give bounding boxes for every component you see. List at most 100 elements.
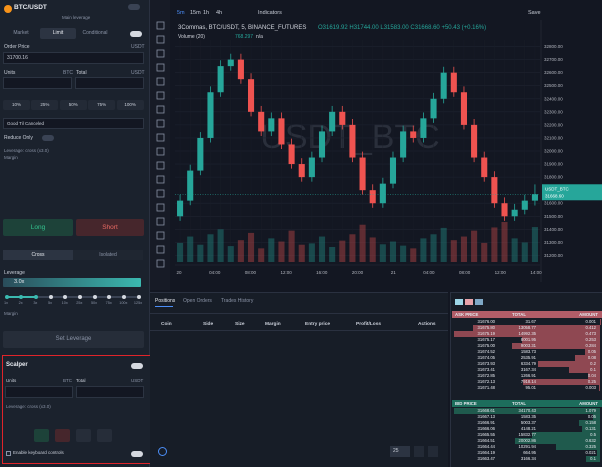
drawing-tool-icon[interactable] (156, 147, 165, 156)
order-type-tab[interactable]: Limit (40, 28, 76, 39)
settings-toggle[interactable] (128, 4, 140, 10)
book-amount: 0.08 (587, 355, 596, 360)
drawing-tool-icon[interactable] (156, 49, 165, 58)
leverage-value-bar[interactable]: 3.0x (3, 278, 141, 287)
timeframe-button[interactable]: 15m (190, 10, 201, 16)
book-price[interactable]: 31673.41 (477, 367, 495, 372)
book-price[interactable]: 31674.05 (477, 355, 495, 360)
scalper-toggle[interactable] (131, 363, 143, 369)
leverage-stop[interactable] (33, 295, 38, 299)
book-price[interactable]: 31675.19 (477, 331, 495, 336)
book-price[interactable]: 31664.19 (477, 450, 495, 455)
leverage-stop[interactable] (48, 295, 53, 299)
timeframe-button[interactable]: 5m (177, 10, 185, 16)
units-input[interactable] (3, 77, 72, 89)
positions-tab[interactable]: Open Orders (183, 298, 212, 304)
leverage-stop[interactable] (92, 295, 97, 299)
set-leverage-button[interactable]: Set Leverage (3, 331, 144, 348)
drawing-tool-icon[interactable] (156, 217, 165, 226)
scalper-action-button[interactable] (55, 429, 70, 442)
keyboard-checkbox[interactable] (6, 451, 11, 456)
positions-tab[interactable]: Trades History (221, 298, 254, 304)
scalper-units-input[interactable] (5, 386, 73, 398)
book-price[interactable]: 31664.51 (477, 438, 495, 443)
positions-tab[interactable]: Positions (155, 298, 176, 304)
margin-mode-tab[interactable]: Cross (3, 250, 73, 260)
percent-button[interactable]: 100% (116, 100, 144, 110)
book-price[interactable]: 31666.06 (477, 426, 495, 431)
book-view-icon[interactable] (475, 299, 483, 305)
percent-button[interactable]: 25% (31, 100, 59, 110)
margin-mode-tab[interactable]: Isolated (73, 250, 143, 260)
page-size-select[interactable]: 25 (390, 446, 410, 457)
leverage-stop[interactable] (121, 295, 126, 299)
drawing-tool-icon[interactable] (156, 231, 165, 240)
page-next[interactable] (428, 446, 438, 457)
order-type-tab[interactable]: Conditional (82, 30, 108, 36)
indicators-button[interactable]: Indicators (258, 10, 282, 16)
book-view-icon[interactable] (465, 299, 473, 305)
time-axis-label: 08:00 (245, 270, 257, 275)
long-button[interactable]: Long (3, 219, 73, 236)
drawing-tool-icon[interactable] (156, 161, 165, 170)
order-price-input[interactable]: 31700.16 (3, 52, 144, 64)
leverage-stop[interactable] (107, 295, 112, 299)
timeframe-button[interactable]: 4h (216, 10, 222, 16)
timeframe-button[interactable]: 1h (203, 10, 209, 16)
time-in-force-select[interactable]: Good Til Canceled (3, 118, 144, 129)
short-button[interactable]: Short (76, 219, 144, 236)
save-button[interactable]: Save (528, 10, 541, 16)
book-price[interactable]: 31664.44 (477, 444, 495, 449)
order-type-tab[interactable]: Market (13, 30, 29, 36)
page-prev[interactable] (414, 446, 424, 457)
order-toggle[interactable] (130, 31, 142, 37)
book-price[interactable]: 31675.80 (477, 325, 495, 330)
leverage-stop[interactable] (77, 295, 82, 299)
drawing-tool-icon[interactable] (156, 203, 165, 212)
drawing-tool-icon[interactable] (156, 35, 165, 44)
leverage-stop[interactable] (136, 295, 141, 299)
keyboard-toggle[interactable] (131, 451, 143, 457)
scalper-action-button[interactable] (34, 429, 49, 442)
book-price[interactable]: 31676.00 (477, 319, 495, 324)
drawing-tool-icon[interactable] (156, 105, 165, 114)
total-input[interactable] (75, 77, 144, 89)
book-price[interactable]: 31674.52 (477, 349, 495, 354)
refresh-button[interactable] (158, 447, 167, 456)
order-price-unit: USDT (131, 44, 145, 50)
percent-button[interactable]: 50% (59, 100, 87, 110)
book-price[interactable]: 31672.13 (477, 379, 495, 384)
book-price[interactable]: 31667.13 (477, 414, 495, 419)
scalper-action-button[interactable] (97, 429, 112, 442)
reduce-only-toggle[interactable] (42, 135, 54, 141)
drawing-tool-icon[interactable] (156, 245, 165, 254)
book-price[interactable]: 31663.47 (477, 456, 495, 461)
drawing-tool-icon[interactable] (156, 21, 165, 30)
leverage-tick-label: 125x (133, 301, 143, 305)
book-price[interactable]: 31675.00 (477, 343, 495, 348)
scalper-total-input[interactable] (76, 386, 144, 398)
book-price[interactable]: 31675.17 (477, 337, 495, 342)
drawing-tool-icon[interactable] (156, 189, 165, 198)
drawing-tool-icon[interactable] (156, 77, 165, 86)
drawing-tool-icon[interactable] (156, 259, 165, 268)
volume-value: 768.297 (235, 34, 253, 40)
drawing-tool-icon[interactable] (156, 175, 165, 184)
drawing-tool-icon[interactable] (156, 119, 165, 128)
leverage-stop[interactable] (19, 295, 24, 299)
percent-button[interactable]: 75% (88, 100, 116, 110)
scalper-action-button[interactable] (76, 429, 91, 442)
drawing-tool-icon[interactable] (156, 133, 165, 142)
book-price[interactable]: 31666.91 (477, 420, 495, 425)
book-price[interactable]: 31665.55 (477, 432, 495, 437)
book-price[interactable]: 31672.85 (477, 373, 495, 378)
percent-button[interactable]: 10% (3, 100, 30, 110)
book-price[interactable]: 31673.93 (477, 361, 495, 366)
leverage-stop[interactable] (4, 295, 9, 299)
leverage-stop[interactable] (63, 295, 68, 299)
book-price[interactable]: 31668.61 (477, 408, 495, 413)
book-view-icon[interactable] (455, 299, 463, 305)
drawing-tool-icon[interactable] (156, 91, 165, 100)
drawing-tool-icon[interactable] (156, 63, 165, 72)
book-price[interactable]: 31671.48 (477, 385, 495, 390)
